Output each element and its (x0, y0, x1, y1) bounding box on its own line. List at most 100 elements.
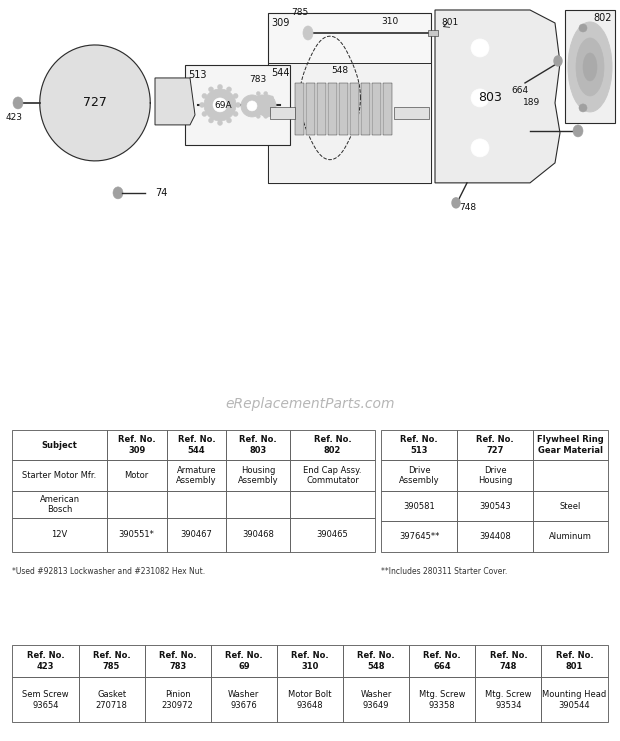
Ellipse shape (250, 96, 254, 100)
Text: Washer
93649: Washer 93649 (360, 690, 392, 710)
Text: Ref. No.
748: Ref. No. 748 (490, 651, 527, 671)
Bar (317, 83, 326, 135)
Text: Mtg. Screw
93534: Mtg. Screw 93534 (485, 690, 532, 710)
Ellipse shape (303, 26, 313, 40)
Text: **Includes 280311 Starter Cover.: **Includes 280311 Starter Cover. (381, 567, 508, 576)
Text: 390467: 390467 (180, 531, 213, 539)
Ellipse shape (250, 110, 254, 114)
Bar (361, 83, 370, 135)
Text: Armature
Assembly: Armature Assembly (176, 466, 217, 485)
Bar (270, 107, 295, 119)
Text: Ref. No.
423: Ref. No. 423 (27, 651, 64, 671)
Text: Gasket
270718: Gasket 270718 (95, 690, 128, 710)
Ellipse shape (256, 92, 260, 96)
Bar (328, 83, 337, 135)
Ellipse shape (218, 121, 223, 125)
Text: Ref. No.
69: Ref. No. 69 (225, 651, 263, 671)
Ellipse shape (200, 102, 205, 107)
Ellipse shape (247, 101, 257, 111)
Text: 394408: 394408 (479, 532, 511, 541)
Ellipse shape (270, 110, 273, 114)
Ellipse shape (13, 97, 23, 109)
Bar (12, 518, 107, 552)
Ellipse shape (204, 89, 236, 121)
Text: Housing
Assembly: Housing Assembly (238, 466, 278, 485)
Text: Flywheel Ring
Gear Material: Flywheel Ring Gear Material (537, 436, 604, 455)
Bar (372, 83, 381, 135)
Ellipse shape (202, 93, 207, 99)
Ellipse shape (471, 139, 489, 157)
Bar (306, 83, 315, 135)
Bar (533, 491, 608, 522)
Bar (277, 677, 343, 722)
Text: eReplacementParts.com: eReplacementParts.com (225, 397, 395, 411)
Text: 390581: 390581 (404, 502, 435, 511)
Ellipse shape (579, 104, 587, 112)
Text: 423: 423 (6, 113, 22, 122)
Ellipse shape (252, 95, 272, 115)
Ellipse shape (236, 102, 241, 107)
Text: 12V: 12V (51, 531, 68, 539)
Text: 748: 748 (459, 203, 477, 213)
Text: Ref. No.
309: Ref. No. 309 (118, 436, 156, 455)
Bar (167, 460, 226, 491)
Ellipse shape (471, 39, 489, 57)
Bar (457, 522, 533, 552)
Bar (343, 645, 409, 677)
Bar (409, 677, 476, 722)
Bar (381, 460, 457, 491)
Text: Drive
Housing: Drive Housing (478, 466, 512, 485)
Bar (167, 430, 226, 460)
Text: 664: 664 (512, 87, 529, 96)
Ellipse shape (248, 103, 252, 107)
Bar (457, 430, 533, 460)
Bar (533, 522, 608, 552)
Polygon shape (435, 10, 560, 183)
Bar (167, 491, 226, 518)
Bar (290, 460, 375, 491)
Bar (383, 83, 392, 135)
Bar (541, 677, 608, 722)
Text: 397645**: 397645** (399, 532, 440, 541)
Bar (409, 645, 476, 677)
Text: Motor: Motor (125, 471, 149, 480)
Text: Drive
Assembly: Drive Assembly (399, 466, 440, 485)
Ellipse shape (452, 198, 460, 208)
Text: 390543: 390543 (479, 502, 511, 511)
Bar (339, 83, 348, 135)
Ellipse shape (202, 111, 207, 116)
Bar (226, 518, 290, 552)
Text: 802: 802 (594, 13, 613, 23)
Text: Ref. No.
783: Ref. No. 783 (159, 651, 197, 671)
Text: 74: 74 (155, 188, 167, 198)
Ellipse shape (272, 103, 276, 107)
Text: 783: 783 (249, 76, 267, 84)
Ellipse shape (226, 118, 231, 123)
Bar (107, 430, 167, 460)
Text: 513: 513 (188, 70, 206, 80)
Ellipse shape (264, 114, 268, 119)
Bar (211, 677, 277, 722)
Text: American
Bosch: American Bosch (40, 495, 79, 514)
Text: *Used #92813 Lockwasher and #231082 Hex Nut.: *Used #92813 Lockwasher and #231082 Hex … (12, 567, 205, 576)
Bar (533, 460, 608, 491)
Bar (277, 645, 343, 677)
Bar (107, 518, 167, 552)
Bar (185, 65, 290, 145)
Text: Ref. No.
548: Ref. No. 548 (357, 651, 395, 671)
Bar (457, 460, 533, 491)
Text: Ref. No.
801: Ref. No. 801 (556, 651, 593, 671)
Bar (541, 645, 608, 677)
Text: 189: 189 (523, 99, 541, 107)
Ellipse shape (113, 187, 123, 199)
Bar (12, 460, 107, 491)
Text: Steel: Steel (560, 502, 581, 511)
Ellipse shape (258, 95, 276, 117)
Ellipse shape (208, 118, 213, 123)
Ellipse shape (579, 24, 587, 32)
Bar (79, 677, 144, 722)
Text: Starter Motor Mfr.: Starter Motor Mfr. (22, 471, 97, 480)
Bar (144, 645, 211, 677)
Bar (268, 13, 431, 183)
Text: Ref. No.
664: Ref. No. 664 (423, 651, 461, 671)
